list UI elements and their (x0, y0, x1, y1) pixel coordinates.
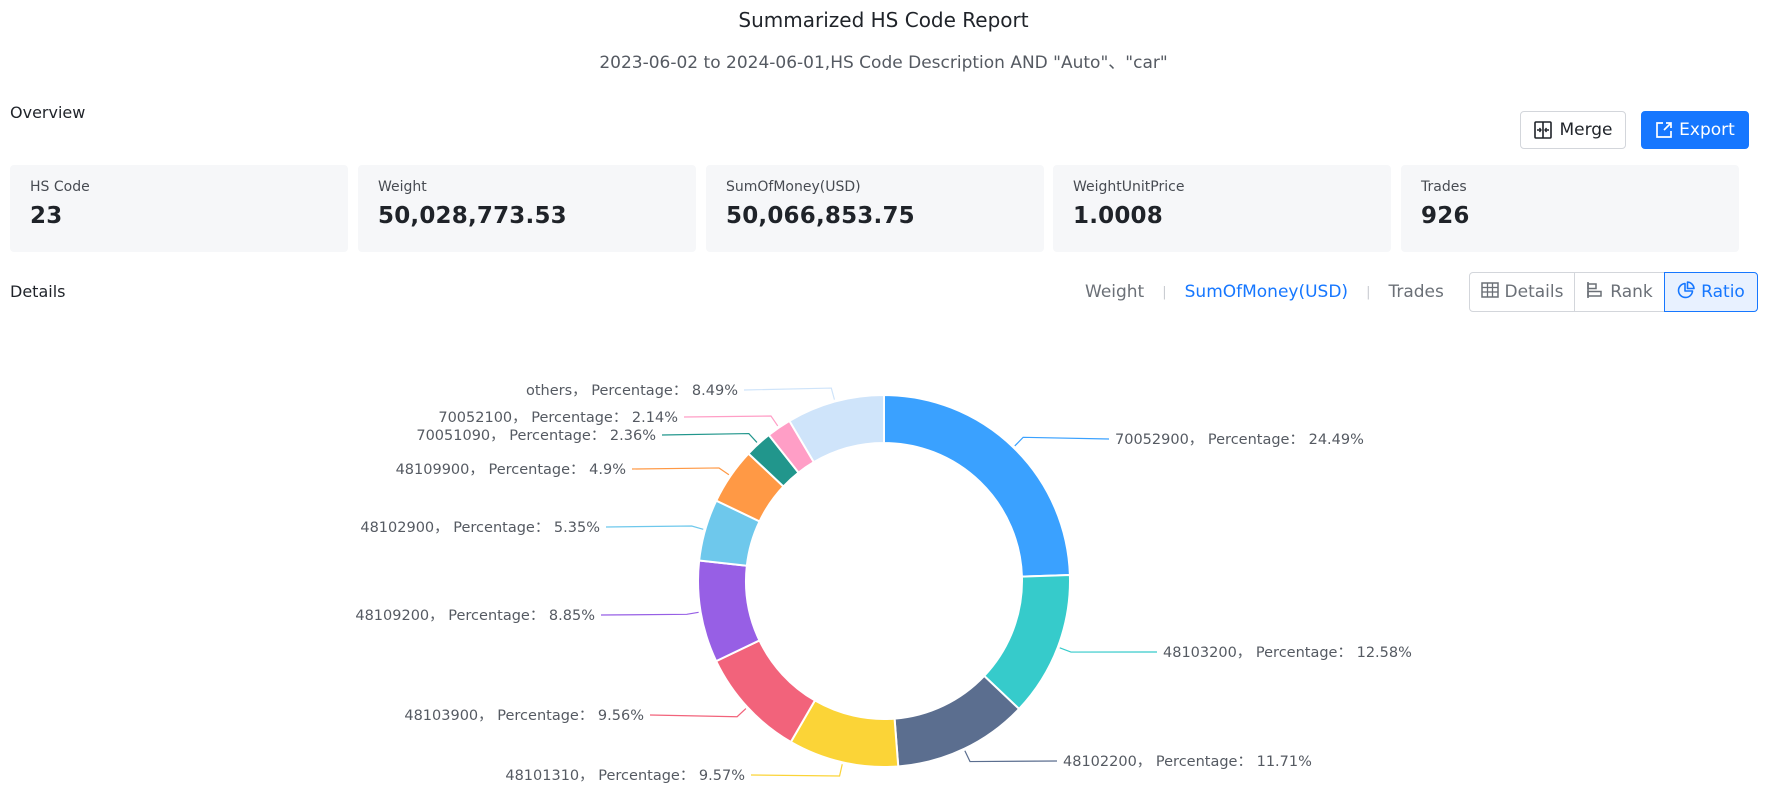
pie-leader-line (649, 708, 747, 718)
export-label: Export (1679, 120, 1735, 140)
merge-icon (1533, 120, 1553, 140)
pie-label-48102900: 48102900， Percentage： 5.35% (360, 520, 600, 536)
pie-slice-48103900[interactable] (714, 639, 817, 744)
view-rank-button[interactable]: Rank (1574, 272, 1665, 312)
stat-value: 926 (1421, 203, 1470, 229)
details-heading: Details (10, 282, 66, 301)
table-icon (1480, 281, 1499, 303)
tab-sum-of-money[interactable]: SumOfMoney(USD) (1184, 282, 1349, 302)
pie-leader-line (1014, 436, 1110, 447)
pie-label-48103200: 48103200， Percentage： 12.58% (1163, 645, 1412, 661)
pie-label-48109200: 48109200， Percentage： 8.85% (355, 608, 595, 624)
export-button[interactable]: Export (1641, 111, 1749, 149)
pie-slice-70052900[interactable] (883, 393, 1071, 578)
stat-label: SumOfMoney(USD) (726, 179, 861, 195)
view-rank-label: Rank (1610, 282, 1653, 302)
view-toggle-group: Details Rank Ratio (1469, 272, 1758, 312)
stat-card-sum-of-money: SumOfMoney(USD) 50,066,853.75 (706, 165, 1044, 252)
stat-label: WeightUnitPrice (1073, 179, 1185, 195)
merge-label: Merge (1559, 120, 1613, 140)
stat-card-weight-unit-price: WeightUnitPrice 1.0008 (1053, 165, 1391, 252)
merge-button[interactable]: Merge (1520, 111, 1626, 149)
pie-leader-line (661, 432, 758, 443)
pie-leader-line (743, 387, 836, 400)
pie-leader-line (1059, 647, 1158, 653)
view-details-button[interactable]: Details (1469, 272, 1575, 312)
bar-rank-icon (1586, 281, 1604, 304)
report-title: Summarized HS Code Report (738, 8, 1029, 32)
stat-label: Weight (378, 179, 427, 195)
stat-value: 50,066,853.75 (726, 203, 915, 229)
view-ratio-button[interactable]: Ratio (1664, 272, 1758, 312)
tab-trades[interactable]: Trades (1388, 282, 1444, 302)
tab-separator: | (1366, 284, 1371, 300)
stat-value: 23 (30, 203, 63, 229)
pie-leader-line (964, 750, 1058, 763)
pie-label-70051090: 70051090， Percentage： 2.36% (416, 428, 656, 444)
view-ratio-label: Ratio (1701, 282, 1745, 302)
metric-tabs: Weight | SumOfMoney(USD) | Trades (1085, 281, 1444, 303)
pie-leader-line (750, 764, 843, 777)
stat-label: HS Code (30, 179, 90, 195)
pie-slice-others[interactable] (788, 393, 885, 464)
stat-value: 1.0008 (1073, 203, 1163, 229)
pie-label-48103900: 48103900， Percentage： 9.56% (404, 708, 644, 724)
pie-icon (1677, 280, 1695, 304)
pie-label-48101310: 48101310， Percentage： 9.57% (505, 768, 745, 784)
tab-weight[interactable]: Weight (1085, 282, 1145, 302)
ratio-donut-chart: 70052900， Percentage： 24.49% 48103200， Pe… (355, 383, 1412, 784)
pie-leader-line (631, 467, 730, 476)
pie-label-70052900: 70052900， Percentage： 24.49% (1115, 432, 1364, 448)
pie-leader-line (605, 525, 704, 530)
pie-label-70052100: 70052100， Percentage： 2.14% (438, 410, 678, 426)
pie-label-48102200: 48102200， Percentage： 11.71% (1063, 754, 1312, 770)
export-icon (1655, 121, 1673, 139)
stat-card-hs-code: HS Code 23 (10, 165, 348, 252)
stat-label: Trades (1421, 179, 1467, 195)
overview-heading: Overview (10, 103, 86, 122)
tab-separator: | (1162, 284, 1167, 300)
report-subtitle: 2023-06-02 to 2024-06-01,HS Code Descrip… (599, 53, 1168, 73)
pie-leader-line (600, 611, 699, 616)
view-details-label: Details (1504, 282, 1564, 302)
pie-label-others: others， Percentage： 8.49% (526, 383, 738, 399)
stat-card-trades: Trades 926 (1401, 165, 1739, 252)
stat-card-weight: Weight 50,028,773.53 (358, 165, 696, 252)
pie-label-48109900: 48109900， Percentage： 4.9% (396, 462, 626, 478)
pie-leader-line (683, 415, 779, 427)
stat-value: 50,028,773.53 (378, 203, 567, 229)
